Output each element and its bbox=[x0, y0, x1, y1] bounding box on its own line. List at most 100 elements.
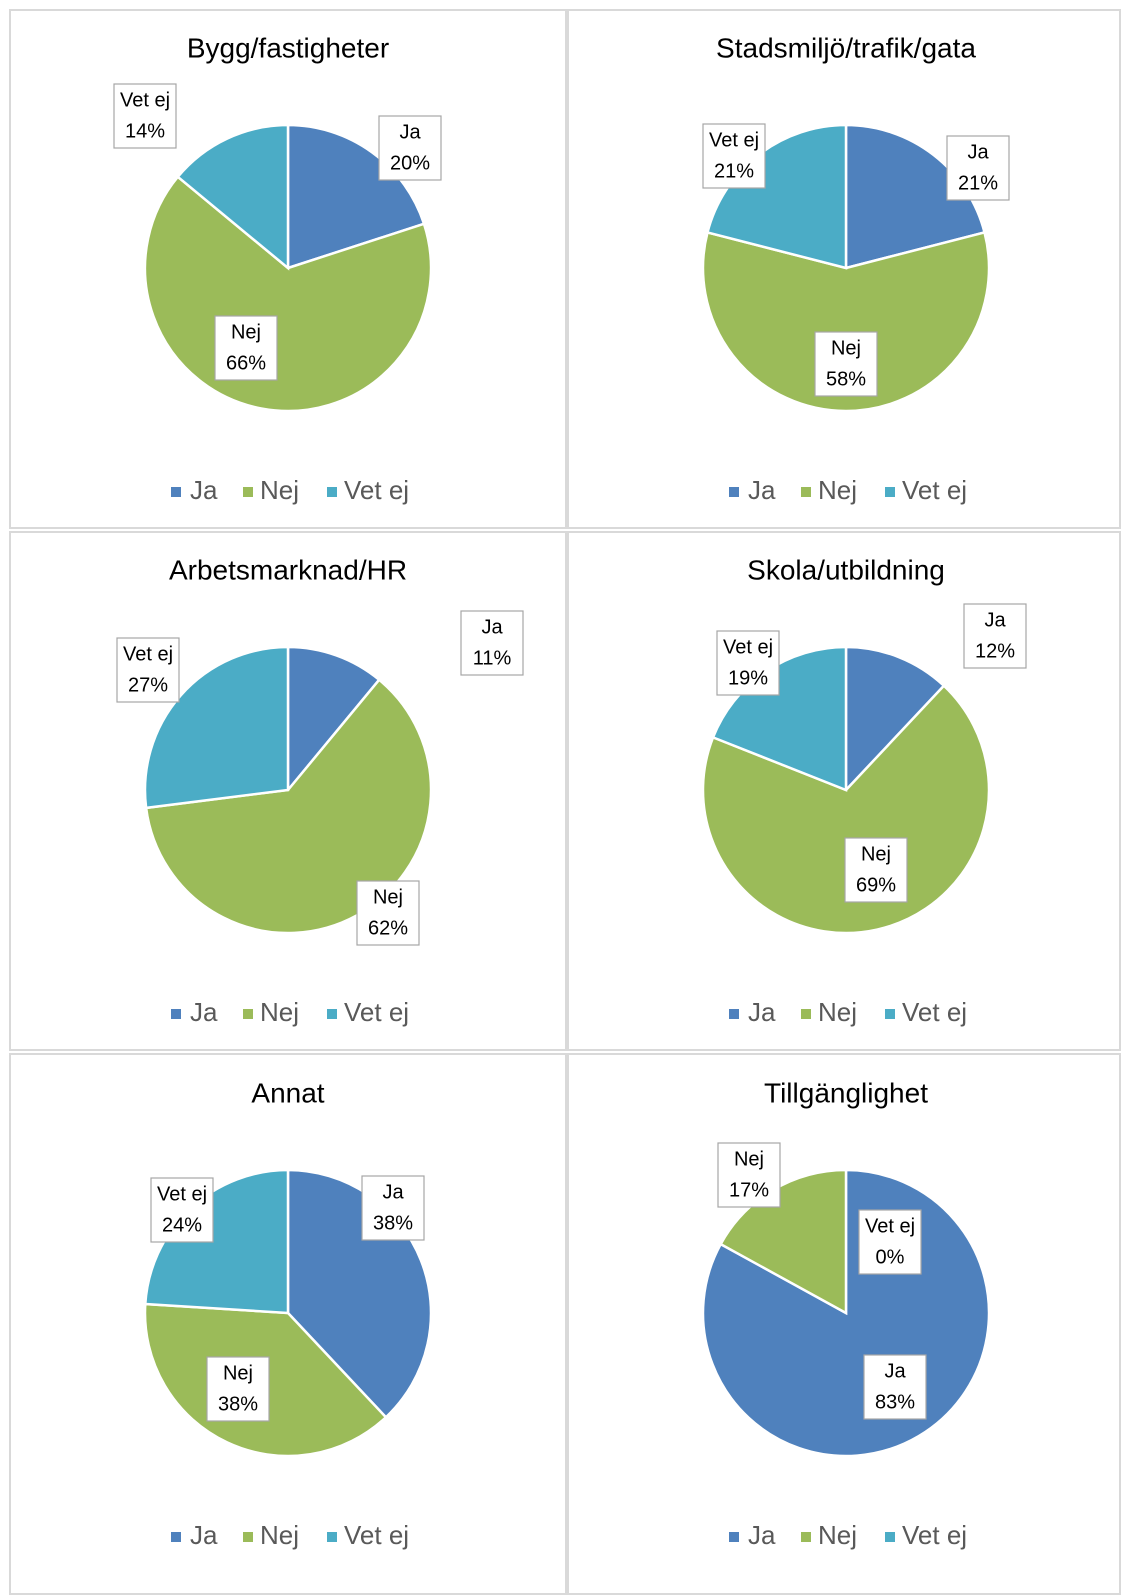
legend-swatch bbox=[243, 1009, 253, 1019]
data-label-box bbox=[214, 315, 278, 381]
legend-label: Nej bbox=[260, 475, 299, 505]
data-label-category: Vet ej bbox=[865, 1215, 915, 1237]
legend-swatch bbox=[729, 487, 739, 497]
data-label-value: 0% bbox=[876, 1246, 905, 1268]
legend-label: Nej bbox=[818, 475, 857, 505]
data-label-value: 11% bbox=[473, 647, 512, 669]
legend-swatch bbox=[171, 1009, 181, 1019]
cell-border bbox=[9, 1053, 567, 1595]
pie-slice bbox=[701, 683, 991, 935]
cell-border bbox=[9, 9, 567, 529]
legend-label: Vet ej bbox=[902, 1520, 967, 1550]
legend-label: Ja bbox=[748, 475, 776, 505]
legend-swatch bbox=[243, 487, 253, 497]
data-label-category: Ja bbox=[967, 141, 989, 163]
data-label-value: 19% bbox=[728, 667, 768, 689]
data-label-value: 38% bbox=[373, 1212, 413, 1234]
data-label-box bbox=[844, 837, 908, 903]
cell-border bbox=[567, 531, 1121, 1051]
chart-title: Arbetsmarknad/HR bbox=[169, 554, 407, 585]
data-label-box bbox=[378, 115, 442, 181]
legend-swatch bbox=[801, 1009, 811, 1019]
data-label-box bbox=[113, 83, 177, 149]
pie-slice bbox=[176, 123, 290, 271]
legend-swatch bbox=[327, 1532, 337, 1542]
legend-label: Ja bbox=[190, 1520, 218, 1550]
data-label-category: Vet ej bbox=[709, 129, 759, 151]
legend-swatch bbox=[327, 487, 337, 497]
legend-label: Nej bbox=[818, 997, 857, 1027]
legend-label: Vet ej bbox=[344, 997, 409, 1027]
legend-label: Ja bbox=[748, 997, 776, 1027]
legend-label: Vet ej bbox=[902, 997, 967, 1027]
data-label-category: Vet ej bbox=[723, 636, 773, 658]
data-label-category: Nej bbox=[373, 886, 403, 908]
chart-title: Tillgänglighet bbox=[764, 1077, 928, 1108]
data-label-value: 21% bbox=[714, 160, 754, 182]
chart-title: Bygg/fastigheter bbox=[187, 32, 389, 63]
data-label-value: 58% bbox=[826, 368, 866, 390]
data-label-value: 12% bbox=[975, 640, 1015, 662]
data-label-box bbox=[963, 603, 1027, 669]
legend-label: Vet ej bbox=[344, 1520, 409, 1550]
data-label-box bbox=[814, 331, 878, 397]
legend-label: Nej bbox=[260, 997, 299, 1027]
data-label-category: Ja bbox=[382, 1181, 404, 1203]
legend-swatch bbox=[171, 487, 181, 497]
data-label-value: 38% bbox=[218, 1393, 258, 1415]
data-label-box bbox=[717, 1142, 781, 1208]
legend-swatch bbox=[885, 487, 895, 497]
data-label-category: Nej bbox=[734, 1148, 764, 1170]
data-label-value: 17% bbox=[729, 1179, 769, 1201]
data-label-value: 24% bbox=[162, 1214, 202, 1236]
data-label-box bbox=[716, 630, 780, 696]
data-label-value: 20% bbox=[390, 152, 430, 174]
legend-label: Vet ej bbox=[902, 475, 967, 505]
legend-label: Ja bbox=[190, 997, 218, 1027]
legend-label: Nej bbox=[260, 1520, 299, 1550]
data-label-box bbox=[702, 123, 766, 189]
cell-border bbox=[567, 1053, 1121, 1595]
data-label-box bbox=[356, 880, 420, 946]
pie-slice bbox=[143, 645, 290, 810]
data-label-category: Nej bbox=[861, 843, 891, 865]
legend-swatch bbox=[885, 1532, 895, 1542]
legend-label: Ja bbox=[190, 475, 218, 505]
data-label-category: Nej bbox=[231, 321, 261, 343]
data-label-category: Vet ej bbox=[120, 89, 170, 111]
data-label-box bbox=[858, 1209, 922, 1275]
data-label-value: 14% bbox=[125, 120, 165, 142]
data-label-category: Ja bbox=[984, 609, 1006, 631]
chart-title: Annat bbox=[251, 1077, 324, 1108]
pie-slice bbox=[701, 230, 991, 413]
legend-swatch bbox=[885, 1009, 895, 1019]
data-label-box bbox=[206, 1356, 270, 1422]
data-label-box bbox=[946, 135, 1010, 201]
pie-slice bbox=[286, 123, 426, 270]
data-label-box bbox=[460, 610, 524, 676]
chart-title: Skola/utbildning bbox=[747, 554, 945, 585]
data-label-category: Nej bbox=[831, 337, 861, 359]
data-label-value: 27% bbox=[128, 674, 168, 696]
legend-swatch bbox=[801, 487, 811, 497]
legend-swatch bbox=[801, 1532, 811, 1542]
pie-slice bbox=[844, 123, 987, 270]
data-label-box bbox=[150, 1177, 214, 1243]
pie-slice bbox=[286, 645, 381, 794]
chart-title: Stadsmiljö/trafik/gata bbox=[716, 32, 976, 63]
data-label-box bbox=[863, 1354, 927, 1420]
data-label-box bbox=[361, 1175, 425, 1241]
data-label-category: Nej bbox=[223, 1362, 253, 1384]
data-label-box bbox=[116, 637, 180, 703]
data-label-value: 83% bbox=[875, 1391, 915, 1413]
data-label-value: 66% bbox=[226, 352, 266, 374]
legend-label: Vet ej bbox=[344, 475, 409, 505]
data-label-category: Ja bbox=[884, 1360, 906, 1382]
legend-swatch bbox=[171, 1532, 181, 1542]
cell-border bbox=[9, 531, 567, 1051]
legend-swatch bbox=[243, 1532, 253, 1542]
cell-borders bbox=[9, 9, 1121, 1595]
data-label-value: 62% bbox=[368, 917, 408, 939]
legend-swatch bbox=[729, 1009, 739, 1019]
